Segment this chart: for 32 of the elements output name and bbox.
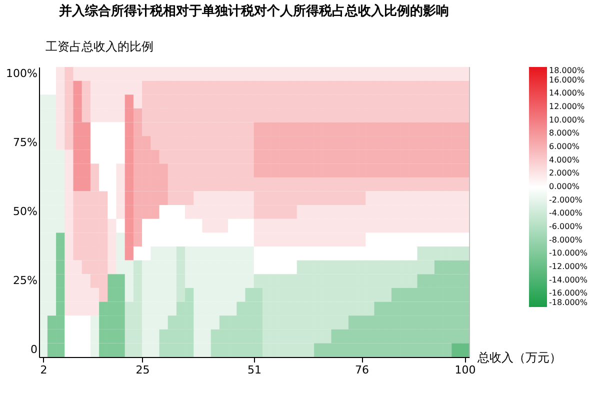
color-bar-label: -4.000% (549, 208, 583, 218)
color-bar-label: 12.000% (549, 102, 585, 111)
y-tick-label: 100% (6, 66, 38, 80)
color-bar-label: -14.000% (549, 275, 588, 284)
color-bar-label: -6.000% (549, 222, 583, 231)
color-bar-label: 2.000% (549, 168, 580, 178)
color-bar-label: 8.000% (549, 128, 580, 138)
color-bar-label: 16.000% (549, 75, 585, 84)
color-bar-label: 4.000% (549, 155, 580, 164)
y-tick-label: 0 (30, 343, 38, 356)
color-bar-label: -8.000% (549, 235, 583, 244)
color-bar-label: 6.000% (549, 142, 580, 151)
color-bar-label: 10.000% (549, 115, 585, 124)
color-bar-label: 18.000% (549, 66, 585, 75)
y-tick-label: 50% (13, 205, 38, 218)
x-tick-label: 25 (136, 364, 150, 376)
color-bar-label: -12.000% (549, 262, 588, 271)
chart-title: 并入综合所得计税相对于单独计税对个人所得税占总收入比例的影响 (58, 3, 449, 19)
color-bar-label: 14.000% (549, 88, 585, 98)
x-tick-label: 100 (454, 364, 476, 376)
x-tick-label: 51 (248, 364, 262, 376)
y-tick-label: 25% (13, 274, 38, 288)
x-tick-label: 76 (355, 364, 369, 376)
color-bar-label: -10.000% (549, 248, 588, 258)
x-axis-title: 总收入（万元） (476, 350, 562, 364)
color-bar-label: 0.000% (549, 182, 580, 191)
color-bar-label: -16.000% (549, 288, 588, 298)
color-bar-label: -2.000% (549, 195, 583, 204)
y-tick-label: 75% (13, 136, 38, 149)
y-axis-title: 工资占总收入的比例 (46, 40, 154, 54)
x-tick-label: 2 (40, 364, 48, 376)
color-bar-label: -18.000% (549, 298, 588, 307)
